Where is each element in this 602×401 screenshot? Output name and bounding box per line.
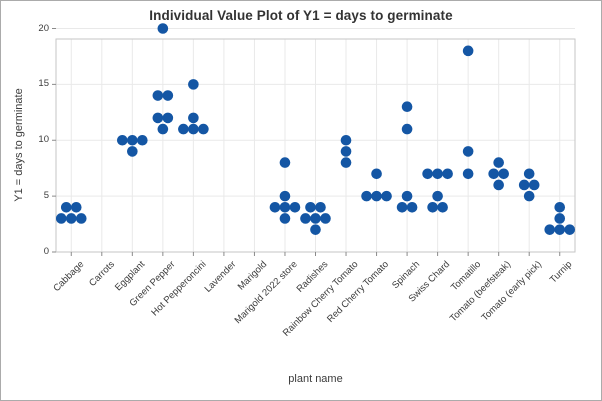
data-point[interactable] — [188, 112, 199, 124]
data-point[interactable] — [60, 202, 72, 213]
data-point[interactable] — [371, 168, 382, 180]
data-point[interactable] — [320, 213, 331, 224]
data-point[interactable] — [401, 123, 413, 135]
data-point[interactable] — [127, 134, 138, 146]
data-point[interactable] — [544, 224, 556, 235]
y-tick-label: 15 — [38, 78, 49, 90]
data-point[interactable] — [518, 179, 530, 191]
y-tick-label: 0 — [43, 246, 49, 257]
data-point[interactable] — [361, 190, 372, 202]
data-point[interactable] — [162, 90, 174, 101]
y-tick-label: 10 — [38, 134, 49, 146]
data-point[interactable] — [462, 146, 474, 157]
data-point[interactable] — [528, 179, 540, 191]
data-point[interactable] — [406, 202, 418, 213]
data-point[interactable] — [152, 90, 164, 101]
data-point[interactable] — [432, 168, 443, 180]
data-point[interactable] — [289, 202, 301, 213]
data-point[interactable] — [523, 190, 535, 202]
data-point[interactable] — [157, 123, 169, 135]
data-point[interactable] — [198, 123, 209, 135]
data-point[interactable] — [162, 112, 174, 124]
data-point[interactable] — [564, 224, 576, 235]
y-tick-label: 20 — [38, 22, 49, 34]
data-point[interactable] — [300, 213, 311, 224]
data-point[interactable] — [488, 168, 499, 180]
data-point[interactable] — [493, 157, 504, 168]
data-point[interactable] — [523, 168, 535, 180]
data-point[interactable] — [381, 190, 392, 202]
x-axis-title: plant name — [288, 373, 343, 385]
data-point[interactable] — [498, 168, 509, 180]
data-point[interactable] — [152, 112, 164, 124]
data-point[interactable] — [305, 202, 316, 213]
data-point[interactable] — [554, 224, 566, 235]
data-point[interactable] — [437, 202, 448, 213]
data-point[interactable] — [340, 157, 352, 168]
data-point[interactable] — [279, 202, 291, 213]
data-point[interactable] — [401, 190, 413, 202]
data-point[interactable] — [70, 202, 82, 213]
data-point[interactable] — [279, 190, 291, 202]
data-point[interactable] — [371, 190, 382, 202]
data-point[interactable] — [137, 134, 148, 146]
data-point[interactable] — [493, 179, 504, 191]
data-point[interactable] — [269, 202, 281, 213]
data-point[interactable] — [462, 45, 474, 57]
data-point[interactable] — [65, 213, 77, 224]
data-point[interactable] — [432, 190, 443, 202]
data-point[interactable] — [117, 134, 128, 146]
data-point[interactable] — [427, 202, 438, 213]
data-point[interactable] — [340, 134, 352, 146]
y-tick-label: 5 — [43, 190, 49, 202]
data-point[interactable] — [310, 224, 321, 235]
data-point[interactable] — [279, 213, 291, 224]
chart-title: Individual Value Plot of Y1 = days to ge… — [149, 8, 453, 23]
data-point[interactable] — [157, 23, 169, 34]
data-point[interactable] — [442, 168, 453, 180]
data-point[interactable] — [554, 202, 566, 213]
data-point[interactable] — [127, 146, 138, 157]
data-point[interactable] — [279, 157, 291, 168]
data-point[interactable] — [55, 213, 67, 224]
data-point[interactable] — [554, 213, 566, 224]
data-point[interactable] — [188, 79, 199, 90]
data-point[interactable] — [315, 202, 326, 213]
data-point[interactable] — [422, 168, 433, 180]
data-point[interactable] — [462, 168, 474, 180]
data-point[interactable] — [178, 123, 189, 135]
data-point[interactable] — [401, 101, 413, 113]
data-point[interactable] — [188, 123, 199, 135]
data-point[interactable] — [310, 213, 321, 224]
data-point[interactable] — [75, 213, 87, 224]
data-point[interactable] — [340, 146, 352, 157]
data-point[interactable] — [396, 202, 408, 213]
